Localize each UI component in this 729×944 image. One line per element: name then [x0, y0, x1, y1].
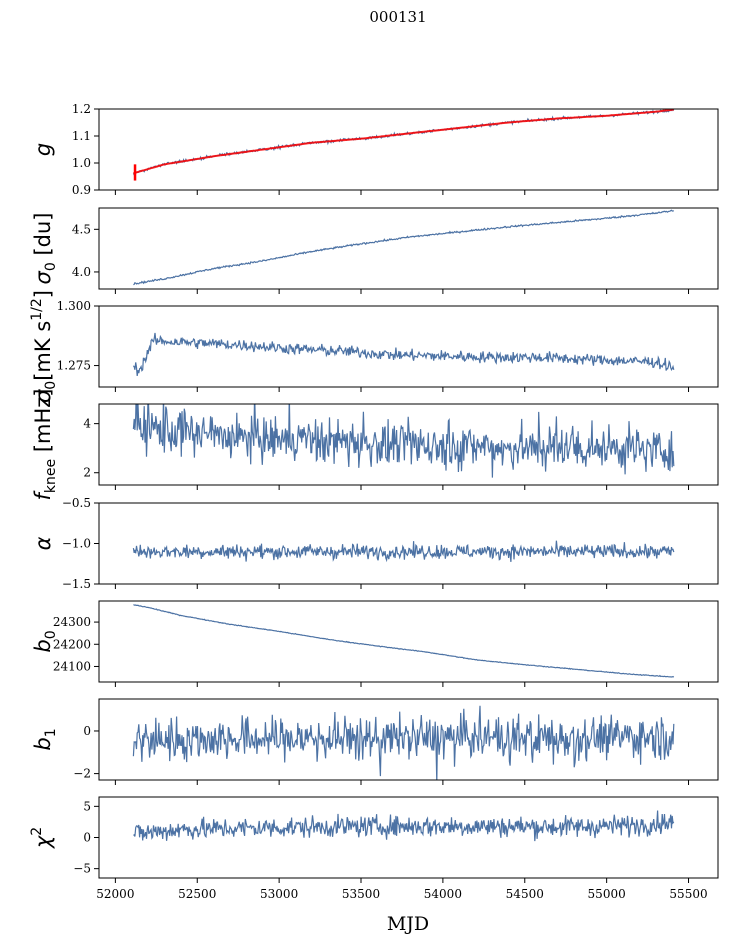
axes-frame-chi2: [98, 796, 719, 879]
y-axis-label-sigma0_du: σ0 [du]: [31, 213, 59, 285]
axes-frame-sigma0_mk: [98, 305, 719, 388]
y-tick-label-b1: −2: [73, 767, 91, 781]
y-tick-label-sigma0_du: 4.5: [72, 222, 91, 236]
y-tick-label-alpha: −0.5: [62, 496, 91, 510]
y-tick-label-fknee: 4: [83, 417, 91, 431]
y-tick-label-chi2: −5: [73, 862, 91, 876]
figure-title: 000131: [369, 8, 426, 26]
y-tick-label-sigma0_mk: 1.275: [57, 359, 91, 373]
series-line-b0: [133, 604, 675, 678]
panel-alpha: −1.5 −1.0 −0.5 α: [31, 496, 719, 591]
y-axis-label-fknee: fknee [mHz]: [31, 389, 59, 501]
series-line-g: [132, 109, 675, 177]
y-axis-label-g: g: [31, 143, 55, 156]
series-line-fknee: [132, 404, 675, 478]
panel-fknee: 2 4 fknee [mHz]: [31, 389, 719, 501]
x-tick-label: 55500: [669, 887, 707, 901]
y-axis-label-sigma0_mk: σ0[mK s1/2]: [29, 290, 59, 403]
y-tick-label-g: 1.2: [72, 102, 91, 116]
y-tick-label-fknee: 2: [83, 466, 91, 480]
panels: 0.9 1.0 1.1 1.2 g 4.0 4.5 σ0 [du] 1.275 1.300σ0[m…: [29, 102, 719, 901]
x-axis-label: MJD: [387, 913, 429, 935]
axes-frame-fknee: [98, 403, 719, 486]
panel-b1: −2 0 b1: [31, 698, 719, 785]
y-tick-label-alpha: −1.5: [62, 577, 91, 591]
axes-frame-g: [98, 108, 719, 191]
series-line-alpha: [132, 540, 675, 563]
x-tick-label: 52000: [96, 887, 134, 901]
x-tick-label: 54500: [506, 887, 544, 901]
y-axis-label-b1: b1: [31, 728, 59, 750]
y-tick-label-alpha: −1.0: [62, 537, 91, 551]
axes-frame-sigma0_du: [98, 207, 719, 290]
y-tick-label-g: 1.1: [72, 129, 91, 143]
y-axis-label-chi2: χ2: [29, 827, 55, 849]
panel-sigma0_du: 4.0 4.5 σ0 [du]: [31, 207, 719, 294]
x-tick-label: 55000: [588, 887, 626, 901]
series-line-chi2: [133, 810, 675, 842]
fit-line-g: [133, 109, 674, 175]
axes-frame-b1: [98, 698, 719, 781]
y-tick-label-b0: 24200: [53, 637, 91, 651]
panel-chi2: −5 0 5 52000 52500 53000 53500 54000 54500 55000 5…: [29, 796, 719, 901]
axes-frame-alpha: [98, 502, 719, 585]
y-tick-label-chi2: 0: [83, 831, 91, 845]
y-tick-label-g: 1.0: [72, 156, 91, 170]
y-tick-label-b0: 24100: [53, 659, 91, 673]
y-tick-label-sigma0_du: 4.0: [72, 265, 91, 279]
x-tick-label: 53000: [260, 887, 298, 901]
series-line-b1: [132, 705, 675, 780]
axes-frame-b0: [98, 600, 719, 683]
panel-g: 0.9 1.0 1.1 1.2 g: [31, 102, 719, 197]
series-line-sigma0_mk: [132, 332, 675, 376]
y-tick-label-chi2: 5: [83, 799, 91, 813]
y-axis-label-b0: b0: [31, 630, 59, 652]
y-tick-label-b1: 0: [83, 724, 91, 738]
x-tick-label: 52500: [178, 887, 216, 901]
x-tick-label: 54000: [424, 887, 462, 901]
x-tick-label: 53500: [342, 887, 380, 901]
y-tick-label-g: 0.9: [72, 183, 91, 197]
y-axis-label-alpha: α: [31, 536, 55, 550]
series-line-sigma0_du: [133, 209, 675, 286]
y-tick-label-sigma0_mk: 1.300: [57, 299, 91, 313]
y-tick-label-b0: 24300: [53, 615, 91, 629]
